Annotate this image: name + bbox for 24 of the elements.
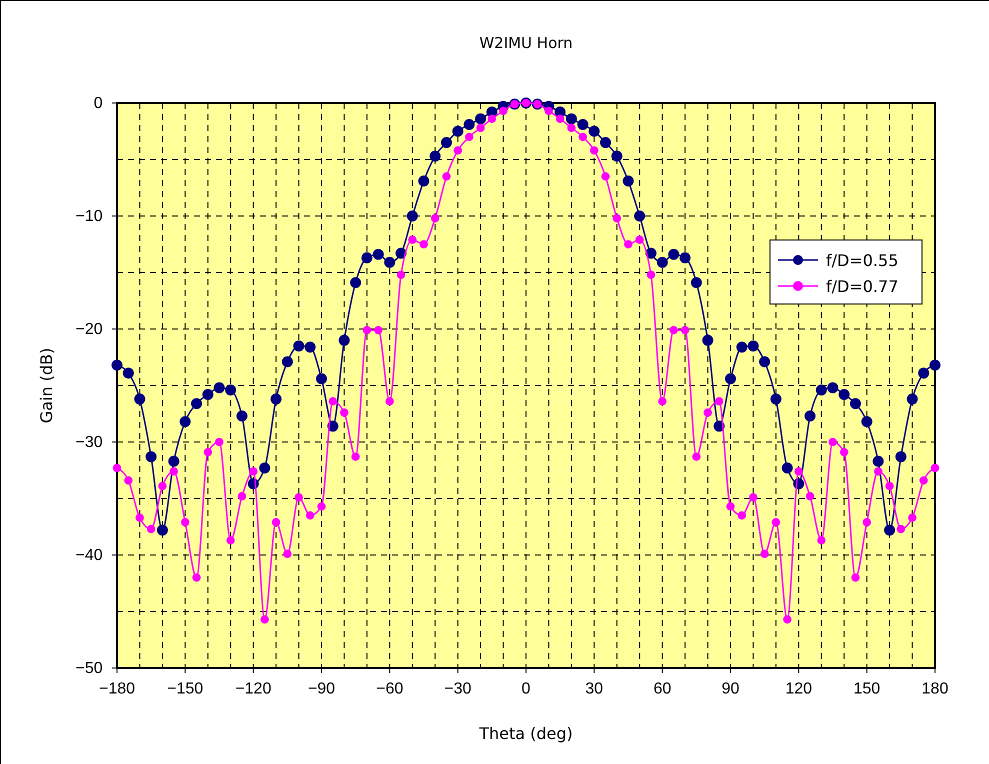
x-tick-label: 120 <box>785 680 812 698</box>
x-tick-label: 150 <box>853 680 880 698</box>
x-tick-label: 180 <box>922 680 948 698</box>
y-axis-title: Gain (dB) <box>37 348 56 424</box>
x-tick-label: 90 <box>722 680 740 698</box>
x-axis-title: Theta (deg) <box>478 724 573 743</box>
y-tick-label: −20 <box>75 321 103 338</box>
x-tick-label: 30 <box>585 680 604 698</box>
legend-label: f/D=0.77 <box>826 277 898 296</box>
legend-label: f/D=0.55 <box>826 251 898 270</box>
x-tick-label: −60 <box>376 680 404 698</box>
x-tick-label: 60 <box>653 680 672 698</box>
y-tick-label: −10 <box>75 208 103 226</box>
y-tick-label: −30 <box>75 434 103 452</box>
y-tick-label: −50 <box>75 660 103 678</box>
y-tick-label: 0 <box>94 95 103 112</box>
x-tick-label: −120 <box>235 680 272 698</box>
chart-title: W2IMU Horn <box>479 34 573 52</box>
y-tick-label: −40 <box>75 547 103 564</box>
x-tick-label: −150 <box>167 680 204 698</box>
x-tick-label: −30 <box>444 680 472 698</box>
x-tick-label: −180 <box>98 680 136 698</box>
x-tick-label: 0 <box>522 680 531 698</box>
x-tick-label: −90 <box>308 680 336 698</box>
